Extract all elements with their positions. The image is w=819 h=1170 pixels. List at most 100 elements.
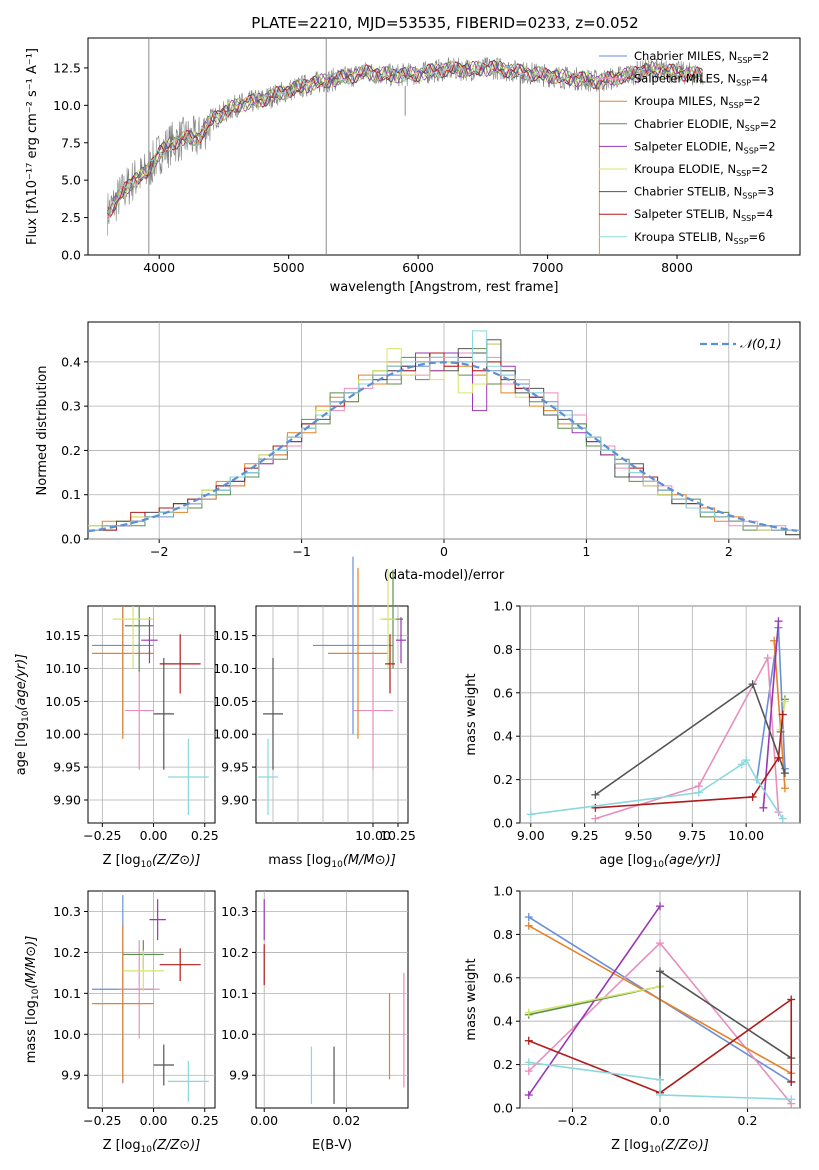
mass_vs_ebv-xtick-label: 0.02 (332, 1113, 360, 1128)
weight_vs_age-series-line (530, 758, 784, 820)
weight_vs_z-series-line (659, 969, 792, 1080)
residuals-xtick-label: 1 (582, 544, 590, 559)
residuals-legend: 𝒩(0,1) (700, 336, 782, 351)
weight_vs_z-xtick-label: 0.2 (738, 1113, 758, 1128)
age_vs_z-ytick-label: 9.90 (53, 792, 81, 807)
spectrum-model-line (107, 61, 703, 221)
age-z-ylabel: age [log10(age/yr)] (14, 654, 31, 776)
weight_vs_age-ytick-label: 0.6 (493, 685, 513, 700)
age_vs_mass-ytick-label: 9.95 (221, 760, 249, 775)
mass_vs_ebv-ytick-label: 9.9 (229, 1068, 249, 1083)
weight_vs_z-ytick-label: 0.0 (493, 1101, 513, 1116)
spectrum-plot-area (107, 38, 704, 255)
weight_vs_z-series-line (528, 905, 661, 1096)
residuals-legend-label: 𝒩(0,1) (740, 336, 782, 351)
spectrum-xtick-label: 7000 (532, 260, 564, 275)
age_vs_z-ytick-label: 9.95 (53, 760, 81, 775)
weight_vs_age-ytick-label: 0.8 (493, 642, 513, 657)
mass_vs_z-ytick-label: 10.1 (53, 986, 81, 1001)
weight_vs_z-series-line (528, 985, 661, 1014)
residuals-histogram (88, 330, 800, 531)
spectrum-legend: Chabrier MILES, NSSP=2 Salpeter MILES, NS… (599, 49, 777, 246)
mass_vs_z-xtick-label: 0.25 (191, 1113, 219, 1128)
weight_vs_z-ytick-label: 0.8 (493, 927, 513, 942)
age_vs_mass-xtick-label: 10.00 (355, 828, 391, 843)
mass_vs_ebv-xtick-label: 0.00 (250, 1113, 278, 1128)
mass_vs_z-xtick-label: −0.25 (83, 1113, 121, 1128)
age_vs_z-ytick-label: 10.05 (45, 694, 81, 709)
spectrum-legend-label: Chabrier MILES, NSSP=2 (634, 49, 769, 65)
spectrum-axes: 4000 5000 6000 7000 8000 0.0 2.5 5.0 7.5 10.0 12.5 (53, 37, 801, 275)
age_vs_z-axes: −0.25 0.00 0.25 9.90 9.95 10.00 10.05 10.10 10.1… (45, 605, 219, 843)
age_vs_mass-plot-area (258, 556, 406, 823)
mass_vs_ebv-ytick-label: 10.3 (221, 904, 249, 919)
weight_vs_age-ytick-label: 0.4 (493, 729, 513, 744)
age_vs_mass-ytick-label: 10.05 (213, 694, 249, 709)
spectrum-legend-label: Kroupa STELIB, NSSP=6 (634, 230, 765, 246)
spectrum-legend-label: Salpeter STELIB, NSSP=4 (634, 207, 773, 223)
age_vs_mass-ytick-label: 9.90 (221, 792, 249, 807)
mass_vs_ebv-frame (255, 890, 409, 1109)
weight_vs_z-axes: −0.2 0.0 0.2 0.0 0.2 0.4 0.6 0.8 1.0 (493, 884, 801, 1128)
age_vs_mass-ytick-label: 10.00 (213, 727, 249, 742)
mass_vs_z-axes: −0.25 0.00 0.25 9.9 10.0 10.1 10.2 10.3 (53, 890, 219, 1128)
spectrum-model-line (107, 59, 703, 211)
weight_vs_age-xtick-label: 9.00 (517, 828, 545, 843)
spectrum-ytick-label: 2.5 (61, 210, 81, 225)
residuals-ytick-label: 0.4 (61, 354, 81, 369)
age_vs_z-plot-area (92, 606, 209, 816)
mass-ebv-xlabel: E(B-V) (312, 1138, 352, 1153)
residuals-xtick-label: 2 (725, 544, 733, 559)
weight_vs_z-xtick-label: −0.2 (557, 1113, 587, 1128)
mass_vs_ebv-ytick-label: 10.2 (221, 945, 249, 960)
spectrum-xtick-label: 5000 (273, 260, 305, 275)
spectrum-ylabel: Flux [fλ10⁻¹⁷ erg cm⁻² s⁻¹ A⁻¹] (25, 48, 40, 245)
age_vs_z-frame (87, 605, 216, 824)
weight_vs_age-xtick-label: 9.25 (571, 828, 599, 843)
residuals-ytick-label: 0.1 (61, 487, 81, 502)
residuals-axes: −2 −1 0 1 2 0.0 0.1 0.2 0.3 0.4 (61, 321, 801, 559)
spectrum-data-line (107, 56, 704, 236)
weight-age-xlabel: age [log10(age/yr)] (599, 853, 721, 870)
residuals-ytick-label: 0.2 (61, 443, 81, 458)
mass_vs_ebv-axes: 0.00 0.02 9.9 10.0 10.1 10.2 10.3 (221, 890, 409, 1128)
spectrum-xtick-label: 6000 (402, 260, 434, 275)
weight_vs_z-plot-area (524, 902, 796, 1108)
weight_vs_age-axes: 9.00 9.25 9.50 9.75 10.00 0.0 0.2 0.4 0.6 0.8 1.0 (493, 599, 801, 843)
spectrum-xlabel: wavelength [Angstrom, rest frame] (330, 280, 559, 295)
spectrum-ytick-label: 5.0 (61, 173, 81, 188)
mass_vs_z-plot-area (92, 895, 209, 1102)
weight_vs_z-series-line (528, 1061, 792, 1101)
mass_vs_z-ytick-label: 9.9 (61, 1068, 81, 1083)
weight_vs_z-series-line (528, 997, 793, 1094)
mass_vs_ebv-ytick-label: 10.0 (221, 1027, 249, 1042)
weight_vs_z-ytick-label: 0.2 (493, 1057, 513, 1072)
mass_vs_z-ytick-label: 10.0 (53, 1027, 81, 1042)
weight_vs_age-ylabel: mass weight (464, 673, 479, 755)
weight-z-xlabel: Z [log10(Z/Z⊙)] (611, 1138, 709, 1155)
spectrum-xtick-label: 8000 (661, 260, 693, 275)
spectrum-legend-label: Chabrier STELIB, NSSP=3 (634, 185, 774, 201)
age_vs_z-ytick-label: 10.00 (45, 727, 81, 742)
mass_vs_z-xtick-label: 0.00 (140, 1113, 168, 1128)
mass_vs_ebv-ytick-label: 10.1 (221, 986, 249, 1001)
residuals-xtick-label: −1 (292, 544, 310, 559)
residuals-plot-area (87, 330, 800, 536)
spectrum-frame (87, 37, 801, 256)
mass_vs_z-ytick-label: 10.3 (53, 904, 81, 919)
weight_vs_age-xtick-label: 9.50 (625, 828, 653, 843)
weight_vs_age-ytick-label: 1.0 (493, 599, 513, 614)
age_vs_z-xtick-label: 0.00 (140, 828, 168, 843)
age_vs_z-ytick-label: 10.15 (45, 628, 81, 643)
spectrum-legend-label: Salpeter MILES, NSSP=4 (634, 72, 768, 88)
spectrum-ytick-label: 12.5 (53, 60, 81, 75)
weight_vs_z-ytick-label: 0.6 (493, 970, 513, 985)
residuals-ytick-label: 0.0 (61, 532, 81, 547)
mass-z-xlabel: Z [log10(Z/Z⊙)] (103, 1138, 201, 1155)
residuals-xtick-label: 0 (440, 544, 448, 559)
figure-title: PLATE=2210, MJD=53535, FIBERID=0233, z=0… (251, 14, 638, 32)
spectrum-model-line (107, 60, 703, 222)
age_vs_mass-ytick-label: 10.10 (213, 661, 249, 676)
